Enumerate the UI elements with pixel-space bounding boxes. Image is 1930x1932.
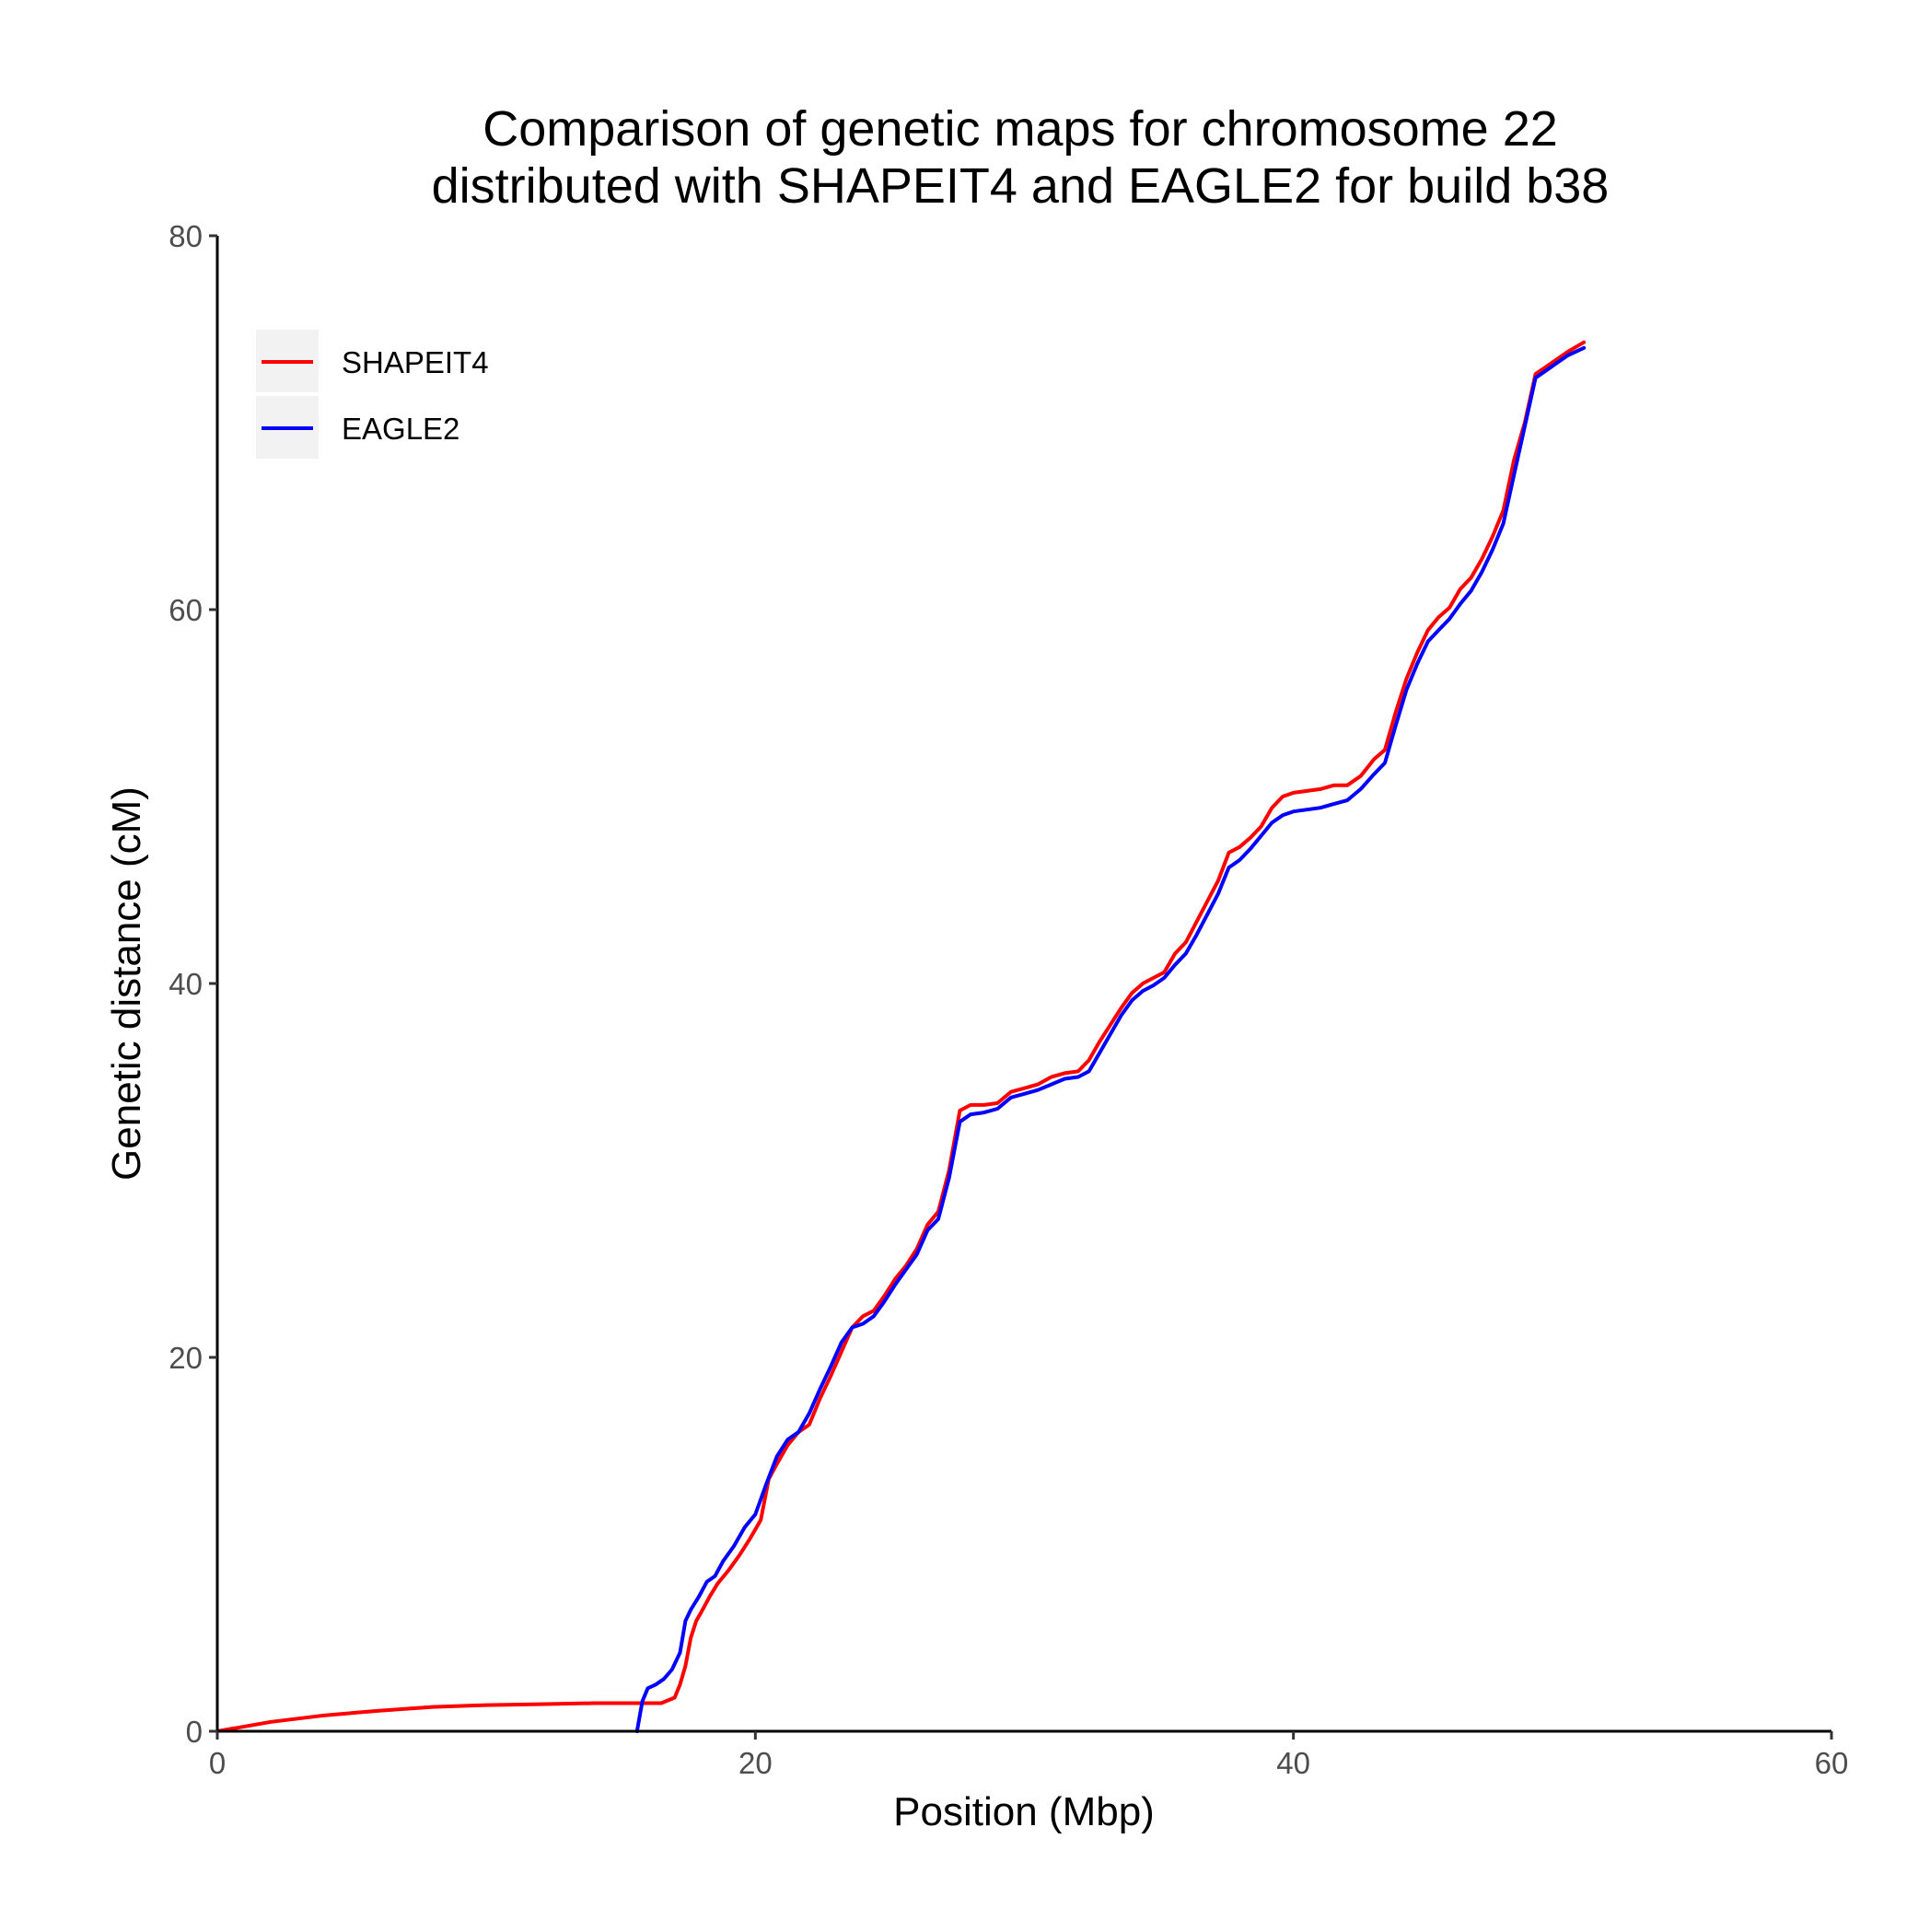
x-tick-label: 20 [738,1746,773,1780]
x-ticks: 0 20 40 60 [209,1731,1849,1780]
y-ticks: 0 20 40 60 80 [169,219,217,1749]
y-tick-label: 60 [169,593,203,627]
legend-label-shapeit4: SHAPEIT4 [342,345,489,379]
x-axis-title: Position (Mbp) [893,1789,1155,1834]
x-tick-label: 0 [209,1746,226,1780]
y-axis-title: Genetic distance (cM) [104,786,149,1181]
y-tick-label: 20 [169,1341,203,1375]
x-tick-label: 40 [1276,1746,1310,1780]
chart-title-line-1: Comparison of genetic maps for chromosom… [482,101,1558,157]
y-tick-label: 0 [186,1715,203,1749]
chart-title-line-2: distributed with SHAPEIT4 and EAGLE2 for… [432,158,1610,214]
x-tick-label: 60 [1815,1746,1849,1780]
legend: SHAPEIT4 EAGLE2 [256,330,489,459]
series-line-eagle2 [634,345,1587,1733]
y-tick-label: 80 [169,219,203,253]
legend-label-eagle2: EAGLE2 [342,412,459,446]
series-layer [215,340,1587,1733]
series-line-shapeit4 [215,340,1587,1733]
y-tick-label: 40 [169,967,203,1001]
